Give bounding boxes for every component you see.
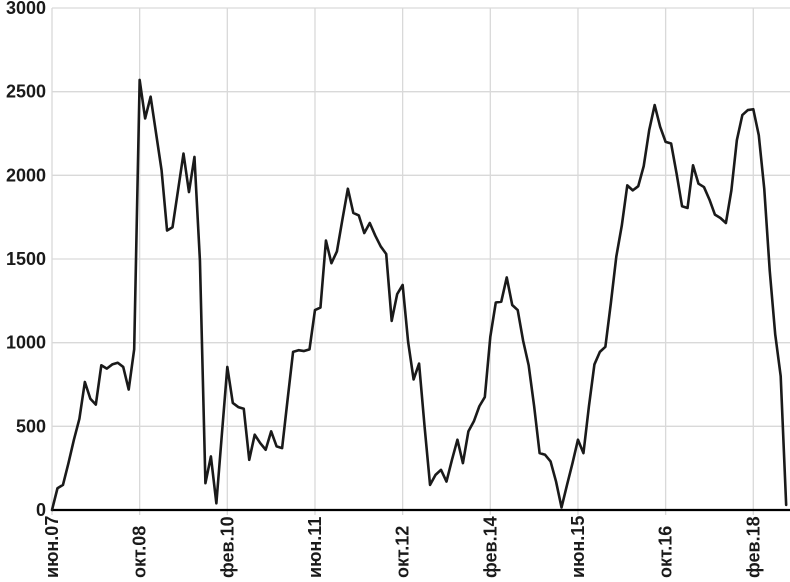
y-axis-tick-label: 2500 <box>6 82 46 102</box>
x-axis-tick-label: июн.15 <box>568 516 588 578</box>
y-axis-tick-label: 2000 <box>6 165 46 185</box>
y-axis-tick-label: 1500 <box>6 249 46 269</box>
x-axis-tick-label: окт.12 <box>393 526 413 578</box>
x-axis-tick-label: фев.10 <box>217 516 237 578</box>
x-axis-tick-label: июн.07 <box>42 516 62 578</box>
y-axis-tick-label: 3000 <box>6 0 46 18</box>
x-axis-tick-label: окт.16 <box>656 526 676 578</box>
x-axis-tick-label: фев.14 <box>480 516 500 578</box>
y-axis-tick-label: 500 <box>16 416 46 436</box>
x-axis-tick-label: окт.08 <box>130 526 150 578</box>
series-line <box>50 78 788 512</box>
x-axis-tick-label: фев.18 <box>743 516 763 578</box>
y-axis-tick-label: 0 <box>36 500 46 520</box>
x-axis-tick-label: июн.11 <box>305 517 325 578</box>
y-axis-tick-label: 1000 <box>6 333 46 353</box>
